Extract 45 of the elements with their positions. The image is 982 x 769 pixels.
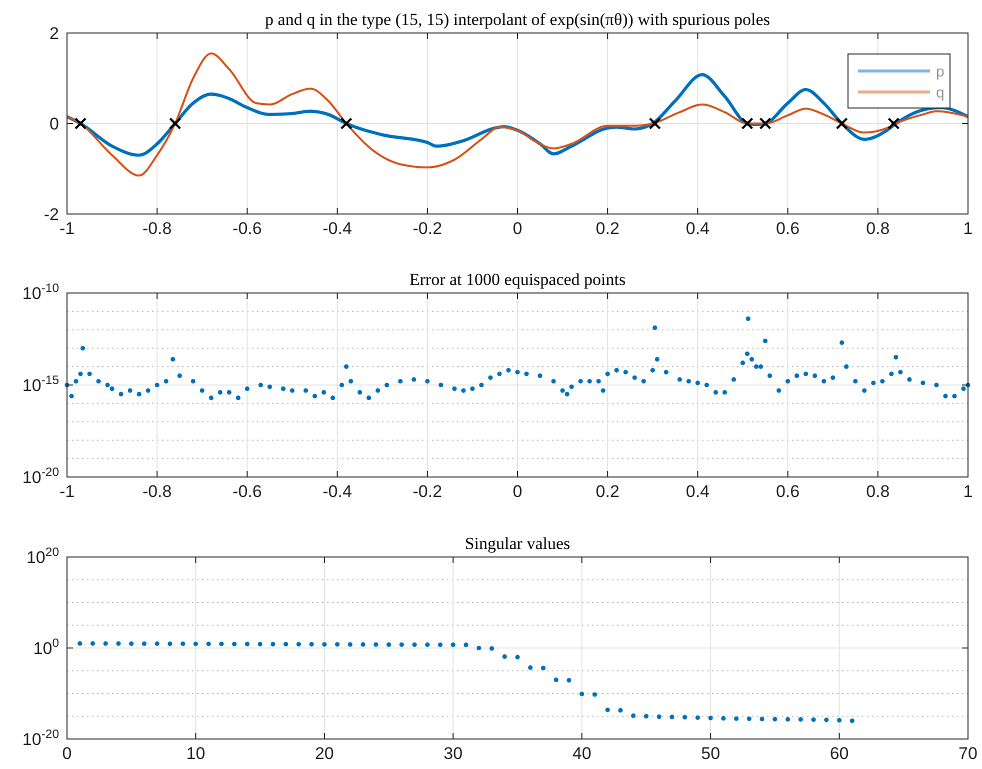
y-tick-label: 10$^{20}$	[26, 545, 60, 567]
x-tick-label: 0	[512, 482, 522, 501]
x-tick-label: 60	[830, 744, 849, 763]
y-tick-label: 10$^{0}$	[33, 636, 60, 658]
x-tick-label: -0.8	[142, 219, 172, 238]
line-series	[66, 52, 969, 177]
y-tick-label: 10$^{-20}$	[22, 465, 60, 487]
x-tick-label: 10	[186, 744, 206, 763]
x-tick-label: -1	[59, 482, 75, 501]
x-tick-label: 70	[958, 744, 978, 763]
y-tick-label: 10$^{-20}$	[22, 727, 60, 749]
x-tick-label: 0.6	[776, 219, 800, 238]
x-tick-label: -0.8	[142, 482, 172, 501]
x-tick-label: 0.8	[866, 219, 890, 238]
x-tick-label: 0	[512, 219, 522, 238]
x-tick-label: 50	[701, 744, 720, 763]
y-tick-label: -2	[44, 205, 59, 224]
legend-label: p	[936, 63, 944, 80]
chart-title: Error at 1000 equispaced points	[409, 270, 626, 289]
x-tick-label: 0.8	[866, 482, 890, 501]
x-tick-label: -0.4	[322, 482, 352, 501]
x-tick-label: -0.2	[412, 482, 442, 501]
y-tick-label: 10$^{-10}$	[22, 281, 60, 303]
x-tick-label: 1	[963, 482, 973, 501]
x-tick-label: 40	[572, 744, 592, 763]
x-tick-label: 0.2	[596, 219, 620, 238]
x-tick-label: -0.2	[412, 219, 442, 238]
y-tick-label: 10$^{-15}$	[22, 373, 60, 395]
y-tick-label: 2	[50, 24, 59, 43]
y-tick-label: 0	[50, 114, 59, 134]
x-tick-label: -1	[59, 219, 75, 238]
x-tick-label: 0.2	[596, 482, 620, 501]
x-tick-label: 0	[62, 744, 72, 763]
x-tick-label: 30	[444, 744, 463, 763]
chart-title: Singular values	[464, 534, 570, 553]
x-tick-label: 20	[314, 744, 334, 763]
x-tick-label: -0.6	[232, 219, 262, 238]
x-tick-label: 0.6	[776, 482, 800, 501]
x-tick-label: 0.4	[686, 482, 710, 501]
legend-label: q	[936, 84, 944, 102]
x-tick-label: 0.4	[686, 219, 710, 238]
x-tick-label: -0.4	[322, 219, 352, 238]
x-tick-label: 1	[963, 219, 973, 238]
x-tick-label: -0.6	[232, 482, 262, 501]
chart-title: p and q in the type (15, 15) interpolant of exp(sin(πθ)) with spurious poles	[265, 10, 770, 29]
